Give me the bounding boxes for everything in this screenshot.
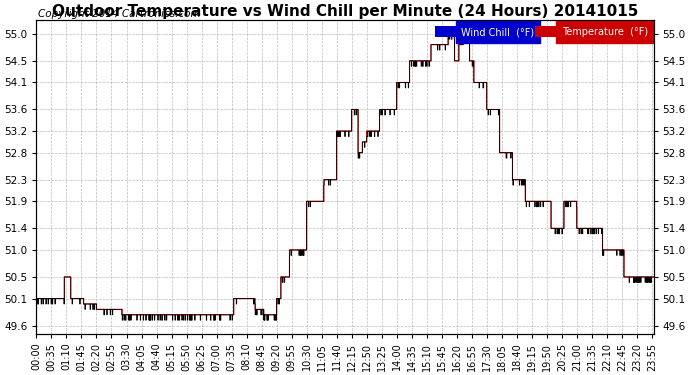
Text: Copyright 2014 Cartronics.com: Copyright 2014 Cartronics.com [38, 9, 200, 19]
Title: Outdoor Temperature vs Wind Chill per Minute (24 Hours) 20141015: Outdoor Temperature vs Wind Chill per Mi… [52, 4, 638, 19]
Legend: Wind Chill  (°F), Temperature  (°F): Wind Chill (°F), Temperature (°F) [434, 25, 649, 38]
